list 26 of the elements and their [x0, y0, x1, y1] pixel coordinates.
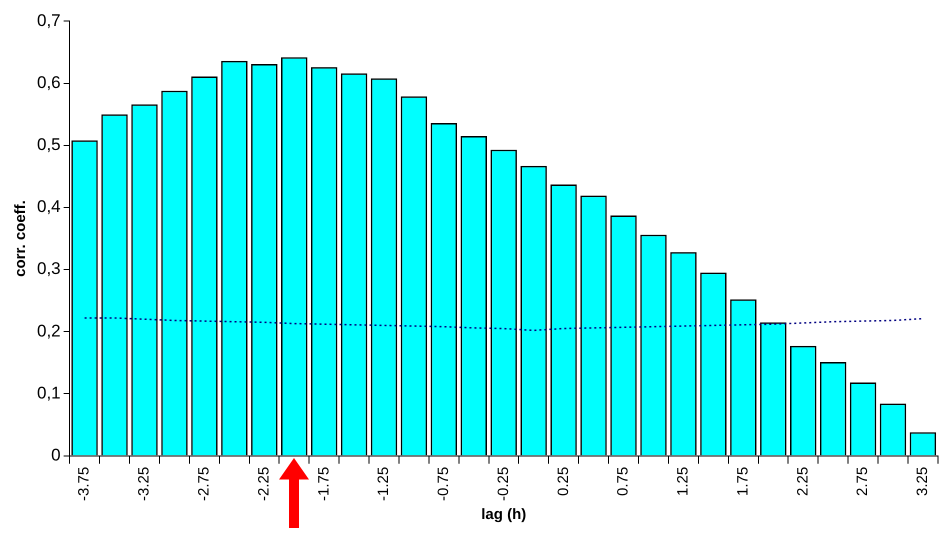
y-tick-label: 0,5: [36, 135, 61, 154]
y-tick-label: 0,4: [36, 197, 61, 216]
x-tick-label: 3.25: [914, 466, 932, 496]
line-series: [84, 317, 924, 332]
x-tick-label: -3.25: [136, 466, 153, 502]
x-tick-label: 2.25: [794, 466, 812, 496]
x-tick-label: -1.25: [375, 466, 392, 502]
y-tick-label: 0,7: [36, 10, 61, 30]
x-tick-label: 0.25: [554, 466, 572, 496]
y-axis-title: corr. coeff.: [12, 200, 30, 277]
x-axis-title: lag (h): [481, 506, 526, 524]
x-tick-label: -3.75: [76, 466, 93, 502]
x-tick-label: 2.75: [854, 466, 872, 496]
y-tick-label: 0,1: [36, 383, 61, 402]
x-tick-label: -2.75: [196, 466, 213, 502]
y-tick-label: 0,3: [36, 259, 61, 278]
x-tick-label: -2.25: [255, 466, 272, 502]
x-tick-label: -1.75: [315, 466, 332, 502]
y-tick-label: 0: [51, 446, 61, 464]
y-tick-label: 0,2: [36, 321, 61, 340]
x-tick-label: 1.75: [734, 466, 752, 496]
x-tick-label: 1.25: [674, 466, 692, 496]
x-tick-label: -0.25: [494, 466, 512, 502]
y-tick-label: 0,6: [36, 72, 61, 92]
x-tick-label: -0.75: [435, 466, 452, 502]
x-tick-label: 0.75: [614, 466, 632, 496]
